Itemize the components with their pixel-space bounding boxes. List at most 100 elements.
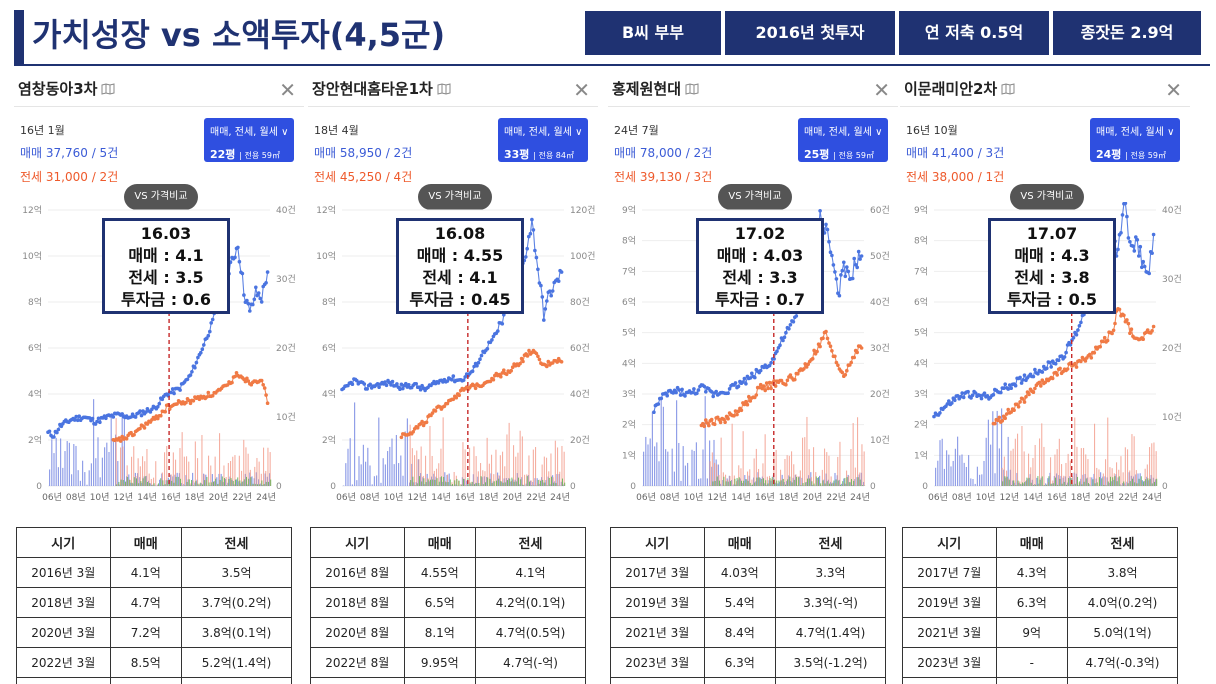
table-header: 시기 — [610, 527, 705, 558]
sale-point — [265, 270, 270, 274]
sale-volume-bar — [249, 472, 251, 486]
rent-volume-bar — [1063, 481, 1065, 486]
rent-volume-bar — [1116, 481, 1118, 486]
sale-point — [680, 387, 684, 392]
rent-volume-bar — [846, 477, 848, 486]
close-icon[interactable]: ✕ — [1165, 78, 1182, 102]
sale-point — [671, 391, 675, 395]
jeonse-volume-bar — [199, 483, 201, 486]
sale-point — [1031, 374, 1036, 379]
jeonse-volume-bar — [1078, 482, 1080, 486]
jeonse-point — [1055, 373, 1059, 377]
price-compare-button[interactable]: VS 가격비교 — [124, 184, 198, 210]
table-cell: 3.3억 — [775, 557, 886, 588]
jeonse-point — [702, 424, 707, 429]
sale-point — [264, 281, 268, 285]
deal-type-filter[interactable]: 매매, 전세, 월세 ∨ 24평 | 전용 59㎡ — [1090, 118, 1180, 162]
sale-volume-bar — [1150, 475, 1152, 486]
sale-point — [190, 370, 194, 374]
deal-type-filter[interactable]: 매매, 전세, 월세 ∨ 25평 | 전용 59㎡ — [798, 118, 888, 162]
sale-volume-bar — [1111, 481, 1113, 486]
sale-point — [210, 317, 215, 322]
table-header-row: 시기 매매 전세 — [902, 527, 1178, 558]
sale-volume-bar — [954, 448, 956, 486]
deal-type-filter[interactable]: 매매, 전세, 월세 ∨ 33평 | 전용 84㎡ — [498, 118, 588, 162]
rent-volume-bar — [1085, 478, 1087, 486]
jeonse-point — [803, 362, 807, 366]
map-icon[interactable] — [685, 83, 699, 95]
table-row: 2024년 8월7.4억4.5억(1억) — [610, 677, 886, 684]
jeonse-point — [521, 359, 525, 364]
jeonse-point — [1040, 378, 1045, 382]
map-icon[interactable] — [101, 83, 115, 95]
close-icon[interactable]: ✕ — [573, 78, 590, 102]
price-compare-button[interactable]: VS 가격비교 — [718, 184, 792, 210]
jeonse-volume-bar — [232, 456, 234, 486]
jeonse-point — [754, 393, 759, 397]
sale-point — [753, 375, 757, 380]
sale-point — [961, 395, 966, 400]
sale-point — [1079, 320, 1083, 325]
y-tick-label: 12억 — [22, 204, 42, 216]
deal-type-filter[interactable]: 매매, 전세, 월세 ∨ 22평 | 전용 59㎡ — [204, 118, 294, 162]
jeonse-volume-bar — [1129, 470, 1131, 486]
jeonse-volume-bar — [526, 474, 528, 486]
jeonse-volume-bar — [455, 475, 457, 486]
sale-volume-bar — [952, 460, 954, 486]
table-cell: 6.3억 — [703, 647, 776, 678]
rent-volume-bar — [469, 482, 471, 486]
sale-volume-bar — [669, 484, 671, 486]
rent-volume-bar — [853, 480, 855, 486]
rent-volume-bar — [798, 477, 800, 486]
jeonse-volume-bar — [462, 442, 464, 486]
sale-volume-bar — [649, 438, 651, 486]
sale-volume-bar — [1001, 408, 1003, 486]
close-icon[interactable]: ✕ — [279, 78, 296, 102]
sale-point — [960, 391, 964, 395]
sale-point — [824, 222, 828, 227]
jeonse-point — [739, 408, 744, 413]
sale-volume-bar — [660, 397, 662, 486]
close-icon[interactable]: ✕ — [873, 78, 890, 102]
jeonse-volume-bar — [133, 446, 135, 486]
sale-point — [791, 320, 796, 324]
sale-volume-bar — [834, 472, 836, 486]
sale-volume-bar — [1069, 476, 1071, 486]
sale-point — [1150, 251, 1154, 255]
sale-volume-bar — [1080, 478, 1082, 486]
x-tick-label: 06년 — [928, 492, 948, 503]
price-compare-button[interactable]: VS 가격비교 — [418, 184, 492, 210]
map-icon[interactable] — [437, 83, 451, 95]
sale-volume-bar — [665, 449, 667, 486]
sale-point — [1138, 244, 1143, 249]
sale-summary: 매매 37,760 / 5건 — [20, 146, 119, 160]
sale-volume-bar — [402, 475, 404, 486]
y-tick-label: 0 — [630, 482, 636, 492]
jeonse-volume-bar — [521, 436, 523, 486]
jeonse-point — [1024, 395, 1028, 399]
table-row: 2024년 8월8.1억4.7억(-0.5억) — [16, 677, 292, 684]
jeonse-summary: 전세 31,000 / 2건 — [20, 170, 119, 184]
jeonse-volume-bar — [1122, 472, 1124, 486]
sale-volume-bar — [68, 442, 70, 486]
y-tick-label: 3억 — [914, 388, 928, 400]
sale-volume-bar — [676, 400, 678, 486]
sale-point — [525, 246, 529, 251]
sale-point — [208, 329, 212, 334]
rent-volume-bar — [1151, 483, 1153, 486]
sale-point — [170, 387, 175, 391]
sale-volume-bar — [216, 477, 218, 486]
jeonse-point — [259, 378, 264, 383]
sale-volume-bar — [382, 458, 384, 486]
rent-volume-bar — [1143, 481, 1144, 486]
x-tick-label: 18년 — [479, 492, 499, 503]
rent-volume-bar — [140, 481, 142, 486]
price-compare-button[interactable]: VS 가격비교 — [1010, 184, 1084, 210]
jeonse-volume-bar — [830, 476, 832, 486]
sale-volume-bar — [194, 482, 196, 486]
table-cell: 2021년 3월 — [610, 617, 705, 648]
sale-point — [490, 338, 494, 342]
map-icon[interactable] — [1001, 83, 1015, 95]
jeonse-point — [1037, 380, 1042, 385]
sale-volume-bar — [358, 456, 360, 486]
